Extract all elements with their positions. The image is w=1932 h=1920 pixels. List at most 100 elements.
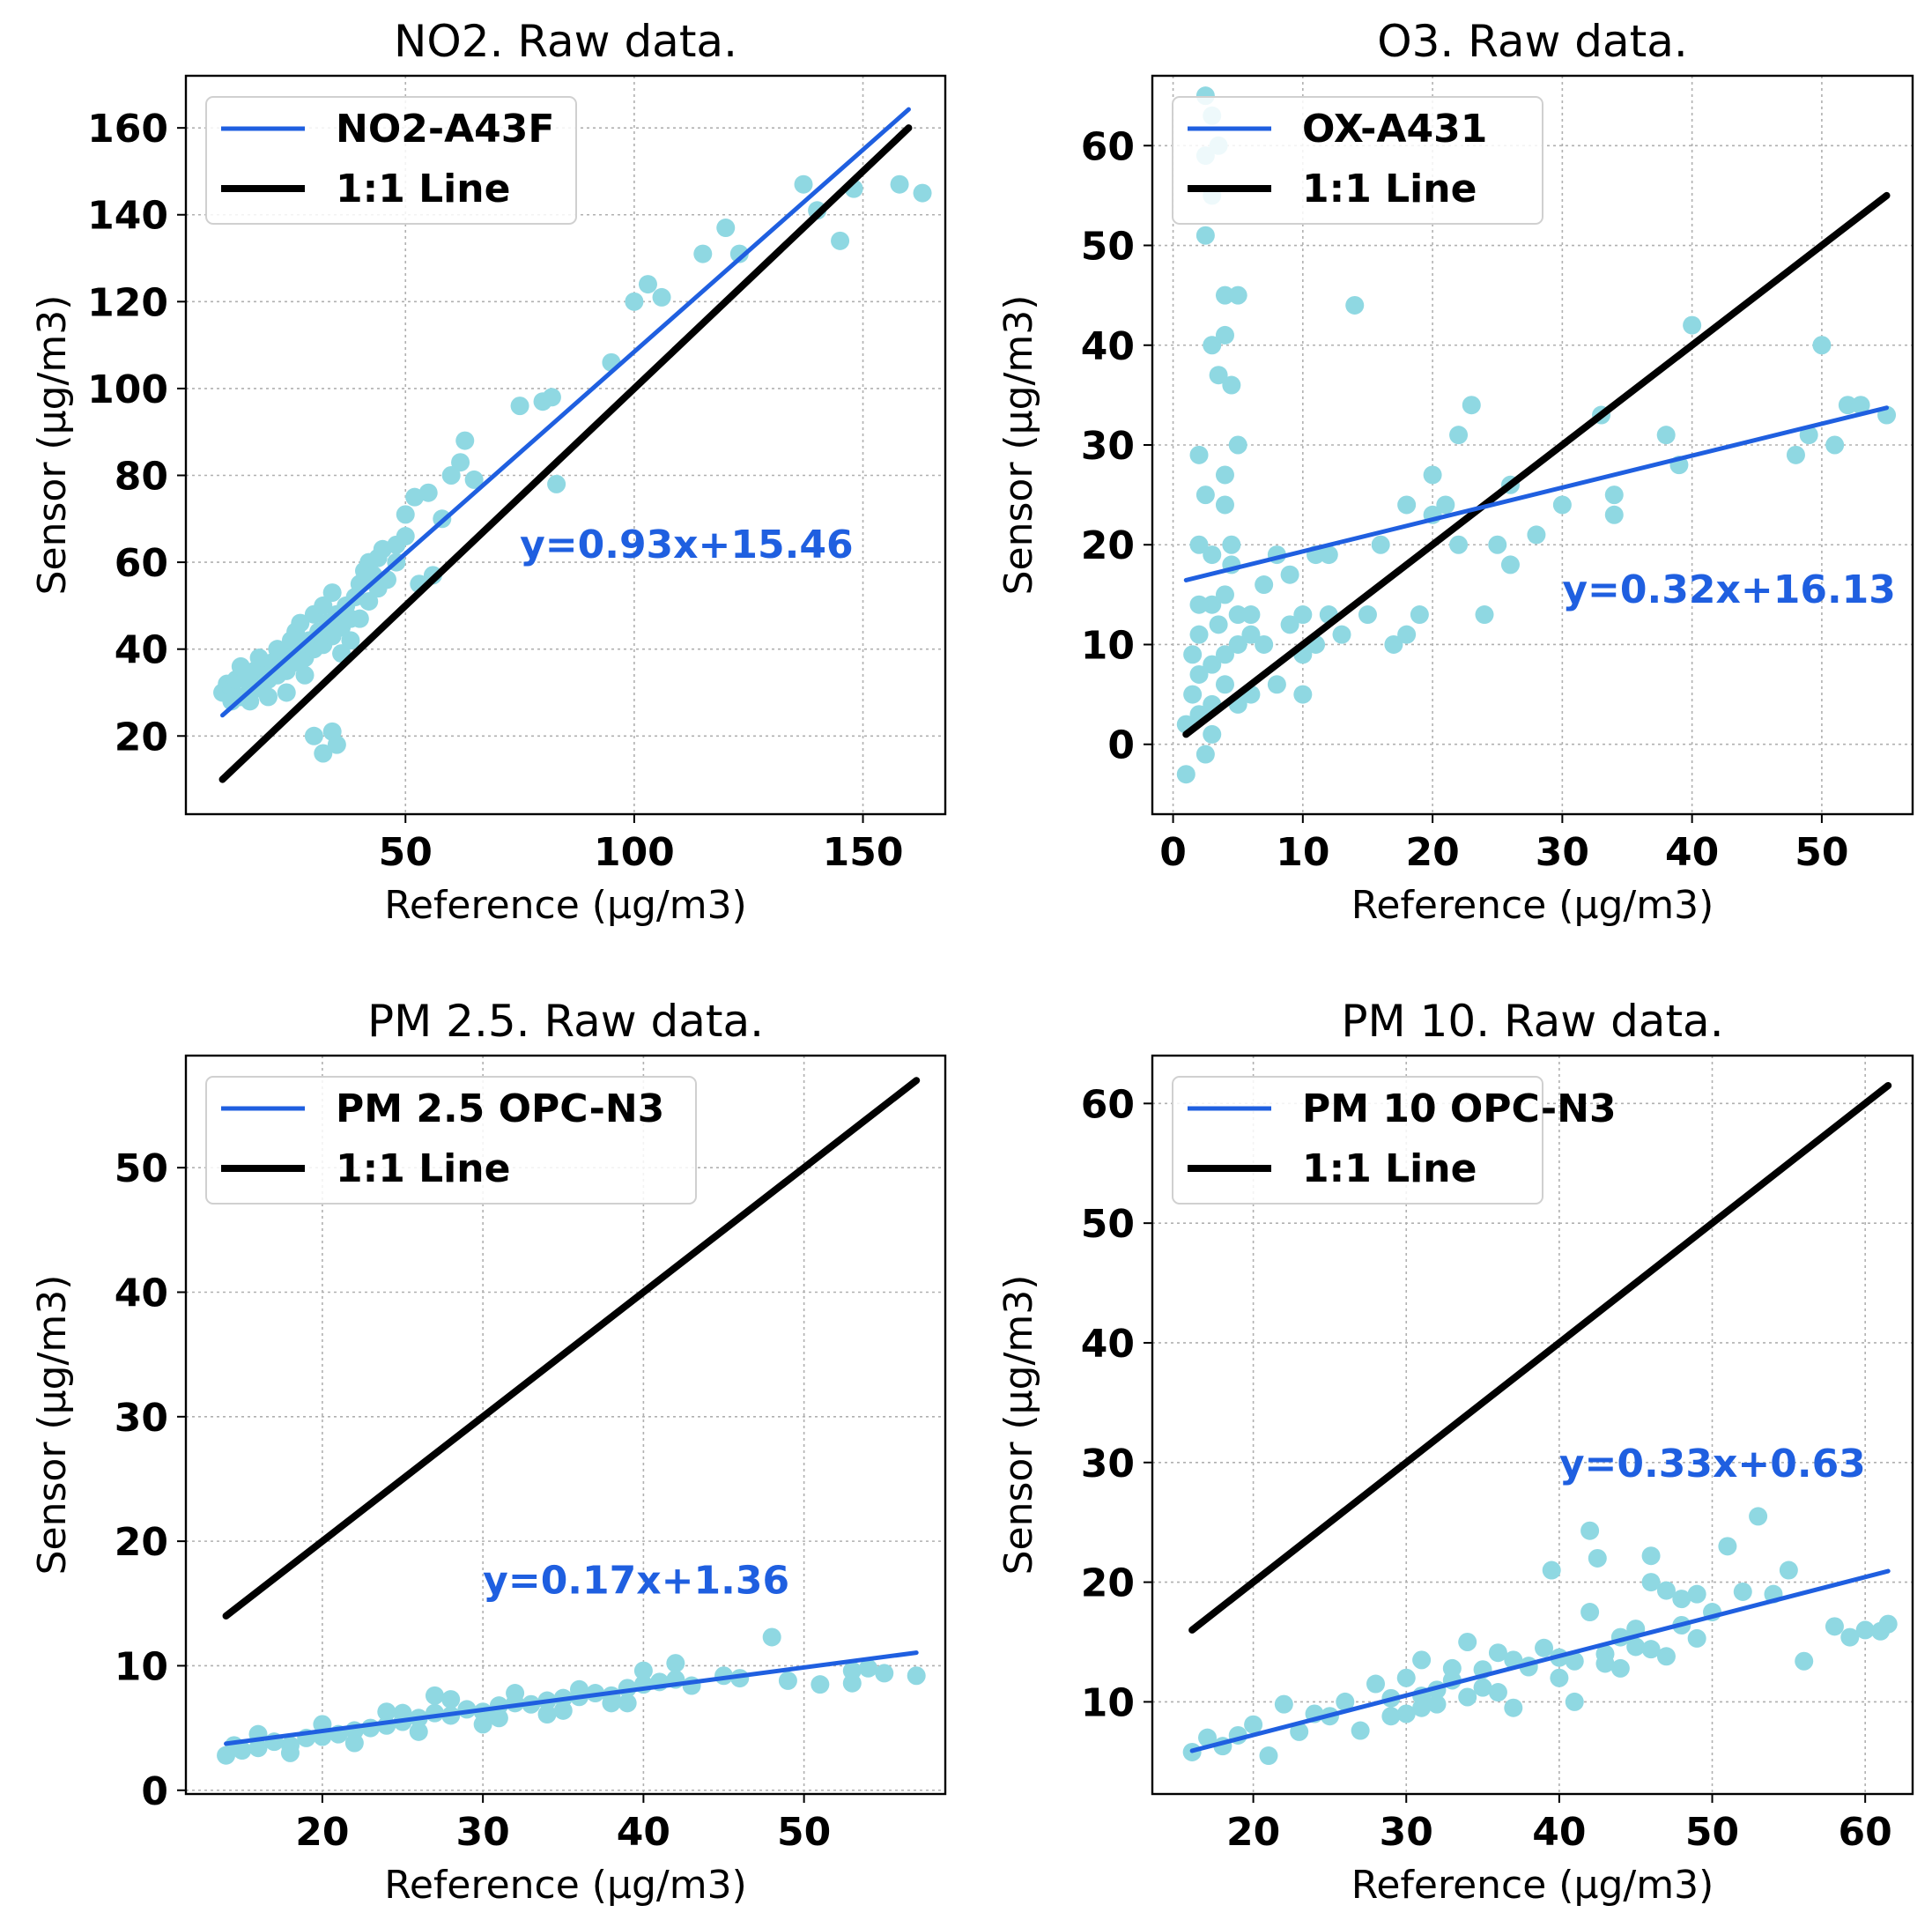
data-point <box>1580 1521 1600 1540</box>
data-point <box>1656 426 1676 445</box>
data-point <box>1396 1668 1416 1687</box>
y-tick-label: 30 <box>1081 424 1135 469</box>
fit-line <box>220 107 911 718</box>
data-point <box>1274 1694 1293 1714</box>
data-point <box>1878 1614 1898 1634</box>
x-axis-label: Reference (µg/m3) <box>384 1863 747 1908</box>
data-point <box>1656 1581 1676 1600</box>
data-point <box>396 505 415 524</box>
data-point <box>716 219 736 238</box>
data-point <box>1195 226 1215 245</box>
data-point <box>314 744 333 763</box>
data-point <box>1565 1692 1584 1711</box>
data-point <box>451 453 470 472</box>
legend-identity-label: 1:1 Line <box>1302 167 1477 211</box>
data-point <box>1215 585 1234 604</box>
x-axis-label: Reference (µg/m3) <box>384 883 747 928</box>
legend-fit-label: NO2-A43F <box>336 107 554 152</box>
x-tick-label: 150 <box>823 830 904 875</box>
y-tick-label: 40 <box>1081 1322 1135 1367</box>
panel-4: y=0.33x+0.63 20 30 40 50 60 10 20 30 40 50 60 PM 10.… <box>996 996 1914 1908</box>
data-point <box>396 527 415 546</box>
plot-frame <box>1151 1054 1914 1796</box>
x-axis-label: Reference (µg/m3) <box>1351 883 1714 928</box>
y-axis-label: Sensor (µg/m3) <box>30 1275 75 1575</box>
data-point <box>1535 1638 1554 1657</box>
x-tick-label: 60 <box>1839 1810 1892 1855</box>
data-point <box>1488 535 1507 554</box>
legend-fit-label: PM 10 OPC-N3 <box>1302 1086 1617 1131</box>
data-point <box>1779 1560 1798 1580</box>
data-point <box>1189 445 1209 464</box>
data-point <box>537 1705 557 1724</box>
y-tick-label: 0 <box>141 1769 168 1814</box>
legend-identity-label: 1:1 Line <box>336 167 510 211</box>
legend-box <box>205 1076 697 1205</box>
data-point <box>890 174 909 194</box>
y-axis-label: Sensor (µg/m3) <box>996 1275 1041 1575</box>
x-tick-label: 30 <box>456 1810 510 1855</box>
data-point <box>1718 1537 1737 1556</box>
data-point <box>277 683 296 702</box>
data-point <box>1293 685 1313 704</box>
data-point <box>341 631 360 650</box>
plot-frame <box>184 74 947 816</box>
chart-title: PM 10. Raw data. <box>1341 996 1723 1047</box>
data-point <box>1228 285 1247 305</box>
data-point <box>1504 1698 1523 1717</box>
y-tick-label: 100 <box>87 367 168 412</box>
data-point <box>1384 634 1403 654</box>
data-point <box>542 388 561 407</box>
data-point <box>510 397 529 416</box>
data-point <box>1189 535 1209 554</box>
data-point <box>1371 535 1390 554</box>
data-point <box>1203 655 1222 674</box>
data-point <box>1812 336 1832 355</box>
data-point <box>794 174 813 194</box>
data-point <box>1215 645 1234 664</box>
data-point <box>1412 1698 1432 1717</box>
data-point <box>1795 1651 1814 1671</box>
data-point <box>1222 375 1241 395</box>
data-point <box>1209 366 1228 385</box>
data-point <box>1838 396 1857 415</box>
x-tick-label: 50 <box>1685 1810 1739 1855</box>
data-point <box>638 275 657 294</box>
data-point <box>1203 595 1222 614</box>
data-point <box>666 1654 685 1673</box>
data-point <box>1176 765 1195 784</box>
data-point <box>1588 1548 1607 1568</box>
data-point <box>1358 605 1377 625</box>
data-point <box>859 1658 878 1678</box>
x-tick-label: 40 <box>1532 1810 1586 1855</box>
data-point <box>1396 1704 1416 1724</box>
data-point <box>618 1694 637 1713</box>
y-tick-label: 60 <box>1081 1082 1135 1127</box>
identity-line <box>218 124 913 783</box>
data-point <box>1552 495 1572 515</box>
data-point <box>1381 1707 1401 1726</box>
data-point <box>1749 1507 1768 1526</box>
fit-equation: y=0.93x+15.46 <box>520 523 854 567</box>
y-tick-label: 80 <box>115 455 168 500</box>
data-point <box>1604 505 1624 524</box>
data-point <box>489 1709 508 1728</box>
fit-line <box>1189 1568 1891 1753</box>
x-tick-label: 20 <box>1226 1810 1280 1855</box>
plot-frame <box>184 1054 947 1796</box>
data-point <box>1280 615 1299 634</box>
data-point <box>361 1718 381 1738</box>
data-point <box>1542 1560 1561 1580</box>
fit-equation: y=0.32x+16.13 <box>1562 567 1896 612</box>
data-point <box>652 287 671 307</box>
legend: OX-A431 1:1 Line <box>1172 96 1543 225</box>
data-point <box>1550 1668 1569 1687</box>
data-point <box>1626 1637 1646 1657</box>
data-point <box>455 431 475 450</box>
data-point <box>1423 465 1442 485</box>
data-point <box>425 1686 444 1705</box>
data-point <box>258 687 278 707</box>
data-point <box>1209 615 1228 634</box>
data-point <box>1825 1617 1844 1636</box>
